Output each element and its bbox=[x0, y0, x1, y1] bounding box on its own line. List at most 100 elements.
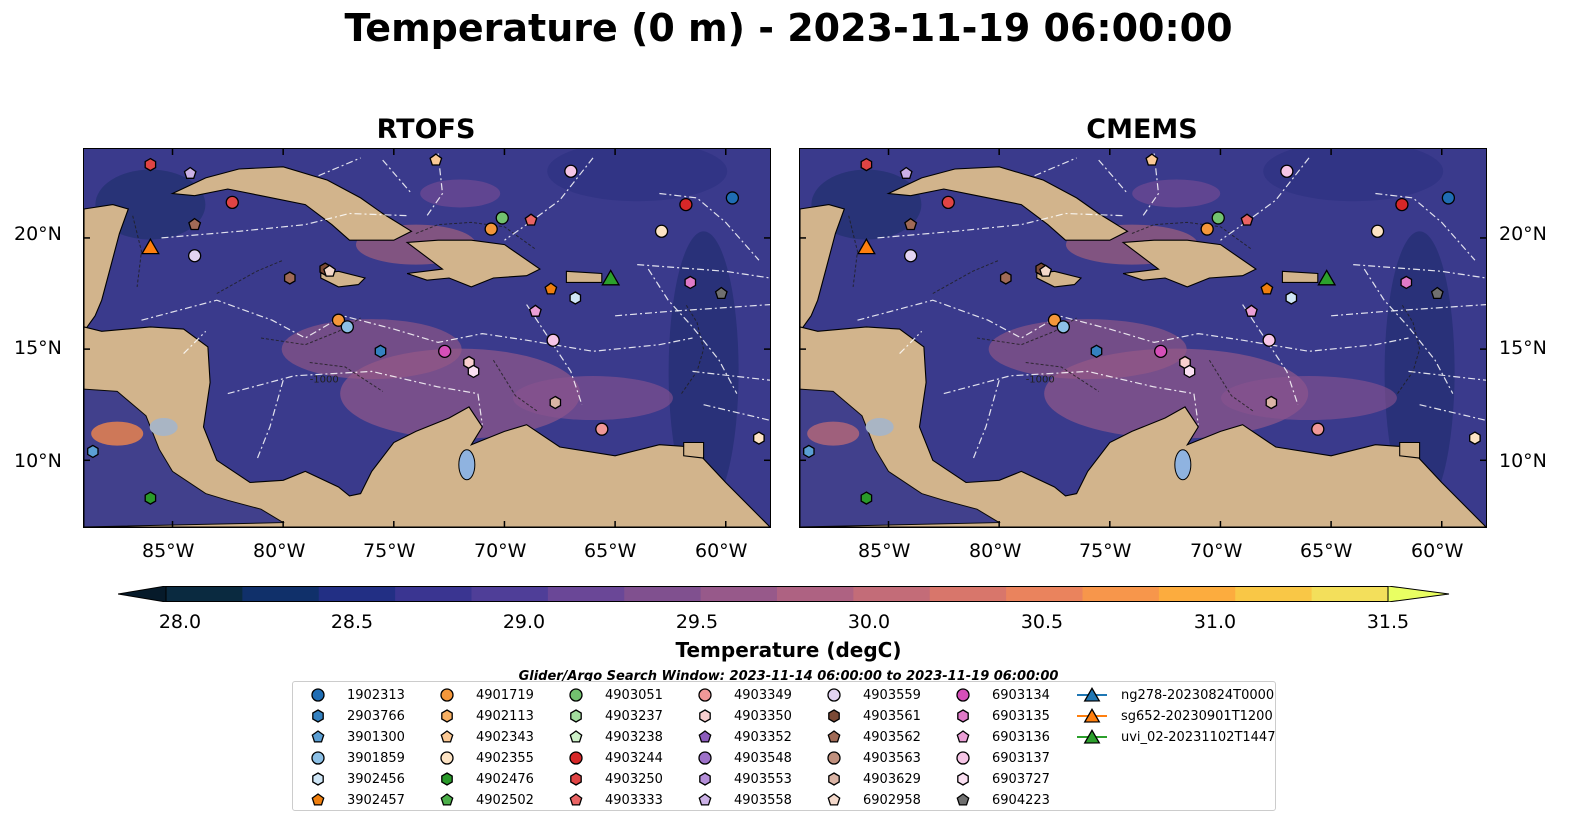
legend-float-marker bbox=[828, 772, 840, 786]
legend-label: 6904223 bbox=[992, 792, 1050, 808]
eez-boundary bbox=[857, 299, 1409, 352]
legend-item: 3902457 bbox=[303, 790, 405, 810]
legend-item: 6903134 bbox=[948, 685, 1050, 705]
legend-marker bbox=[1077, 728, 1107, 744]
colorbar-segment bbox=[242, 586, 320, 602]
lake-nicaragua bbox=[865, 417, 894, 436]
legend-glider-triangle bbox=[1083, 686, 1101, 702]
warm-water-patch bbox=[1132, 179, 1221, 208]
legend-marker bbox=[311, 730, 325, 743]
depth-contour bbox=[1208, 359, 1254, 412]
legend-marker bbox=[1077, 707, 1107, 723]
float-marker bbox=[684, 275, 697, 290]
legend-float-marker bbox=[827, 793, 841, 806]
legend-label: 2903766 bbox=[347, 708, 405, 724]
legend-label: 4903553 bbox=[734, 771, 792, 787]
colorbar-tick-31-5: 31.5 bbox=[1366, 611, 1410, 633]
yucatan-land bbox=[800, 204, 846, 333]
pacific-ocean bbox=[800, 388, 1001, 527]
legend-float-marker bbox=[698, 793, 712, 806]
eez-boundary bbox=[1419, 404, 1486, 421]
legend-marker bbox=[311, 688, 325, 702]
legend-item: 4903629 bbox=[819, 769, 921, 789]
float-marker bbox=[1395, 197, 1409, 212]
eez-boundary bbox=[426, 153, 444, 217]
float-marker bbox=[323, 264, 337, 277]
legend-label: 4902113 bbox=[476, 708, 534, 724]
map-panel-cmems: -1000 bbox=[799, 148, 1487, 528]
float-marker bbox=[1154, 344, 1168, 358]
float-marker bbox=[1285, 291, 1298, 305]
search-window-text: Glider/Argo Search Window: 2023-11-14 06… bbox=[518, 669, 1059, 684]
eez-boundary bbox=[382, 159, 412, 194]
depth-contour-label: -1000 bbox=[1026, 374, 1055, 385]
legend-marker bbox=[699, 709, 711, 723]
legend-label: 4903561 bbox=[863, 708, 921, 724]
legend-item: 4903238 bbox=[561, 727, 663, 747]
float-marker bbox=[467, 364, 480, 379]
float-marker bbox=[331, 313, 346, 327]
lon-tick-80-right: 80°W bbox=[969, 540, 1022, 562]
depth-contour bbox=[309, 362, 383, 392]
legend-marker bbox=[312, 772, 324, 786]
depth-contour bbox=[1131, 221, 1252, 250]
lake-nicaragua bbox=[149, 417, 178, 436]
lon-tick-65-left: 65°W bbox=[584, 540, 637, 562]
legend-float-marker bbox=[312, 709, 324, 723]
legend-glider-triangle bbox=[1083, 728, 1101, 744]
colorbar-segment bbox=[547, 586, 625, 602]
legend-marker bbox=[440, 793, 454, 806]
lat-tick-20-right: 20°N bbox=[1499, 223, 1547, 245]
legend-float-marker bbox=[957, 709, 969, 723]
float-marker bbox=[1469, 431, 1481, 445]
legend-label: 3901859 bbox=[347, 750, 405, 766]
legend-label: 6903137 bbox=[992, 750, 1050, 766]
legend-marker bbox=[569, 688, 583, 702]
lake-maracaibo bbox=[1174, 449, 1192, 481]
figure-title: Temperature (0 m) - 2023-11-19 06:00:00 bbox=[344, 6, 1233, 50]
legend-float-marker bbox=[569, 751, 583, 765]
depth-contour bbox=[132, 215, 143, 287]
legend-item: 4903559 bbox=[819, 685, 921, 705]
colorbar-segment bbox=[624, 586, 702, 602]
float-marker bbox=[1039, 264, 1053, 277]
legend-float-marker bbox=[311, 751, 325, 765]
legend-float-marker bbox=[440, 730, 454, 743]
lon-tick-75-left: 75°W bbox=[363, 540, 416, 562]
cool-water-patch bbox=[668, 231, 739, 512]
eez-boundary bbox=[1242, 304, 1299, 405]
eez-boundary bbox=[615, 304, 770, 317]
legend-marker bbox=[828, 709, 840, 723]
legend-float-marker bbox=[827, 730, 841, 743]
cool-water-patch bbox=[1384, 231, 1455, 512]
legend-item: 6903136 bbox=[948, 727, 1050, 747]
eez-boundary bbox=[1142, 153, 1160, 217]
legend-label: 4903352 bbox=[734, 729, 792, 745]
eez-boundary bbox=[692, 370, 770, 381]
colorbar-tick-30: 30.0 bbox=[847, 611, 891, 633]
legend-label: 4903244 bbox=[605, 750, 663, 766]
legend-label: 4903559 bbox=[863, 687, 921, 703]
legend-item: 4902113 bbox=[432, 706, 534, 726]
eez-boundary bbox=[899, 330, 923, 355]
legend-item: 3901859 bbox=[303, 748, 405, 768]
lat-tick-15-right: 15°N bbox=[1499, 337, 1547, 359]
eez-boundary bbox=[877, 212, 1126, 239]
eez-boundary bbox=[1375, 192, 1476, 261]
pacific-ocean bbox=[84, 388, 285, 527]
colorbar-segment bbox=[395, 586, 472, 602]
legend-item: uvi_02-20231102T1447 bbox=[1077, 727, 1275, 747]
float-marker bbox=[1260, 282, 1274, 295]
legend-float-marker bbox=[311, 688, 325, 702]
float-marker bbox=[564, 164, 578, 178]
lon-tick-60-right: 60°W bbox=[1411, 540, 1464, 562]
legend-label: 4903563 bbox=[863, 750, 921, 766]
float-marker bbox=[429, 153, 443, 166]
legend-item: 4903349 bbox=[690, 685, 792, 705]
puerto-rico-land bbox=[565, 270, 603, 283]
legend-float-marker bbox=[698, 730, 712, 743]
legend-item: 4902502 bbox=[432, 790, 534, 810]
legend-marker bbox=[569, 730, 583, 743]
legend-item: 3901300 bbox=[303, 727, 405, 747]
float-marker bbox=[679, 197, 693, 212]
